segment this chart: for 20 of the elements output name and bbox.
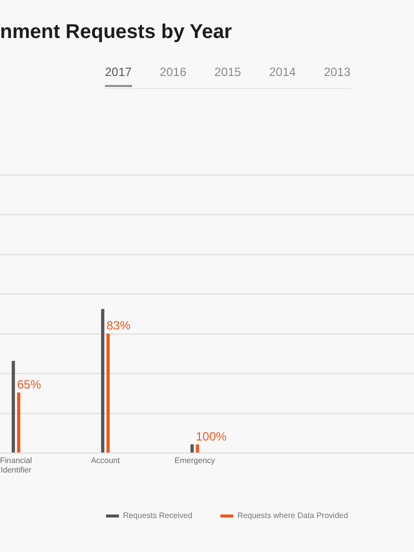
annotation: 100% [196,429,227,444]
annotation: 65% [17,378,42,392]
bar [190,444,194,452]
legend-label: Requests Received [122,511,192,520]
text: 2016 [160,65,186,79]
bar [196,444,200,452]
annotation: 83% [106,318,131,332]
chart-title: nment Requests by Year [0,21,232,43]
x-tick-label: Account [90,456,121,466]
bar [101,308,104,452]
text: 2014 [269,65,296,79]
text: 2017 [105,65,132,79]
text: 2015 [214,65,242,79]
bar [17,392,20,452]
bar [106,333,110,452]
x-tick-label: Emergency [174,456,216,466]
legend-label: Requests where Data Provided [237,511,348,520]
x-tick-label: Financial Identifier [0,456,32,475]
bar [12,360,15,452]
text: 2013 [324,65,351,79]
